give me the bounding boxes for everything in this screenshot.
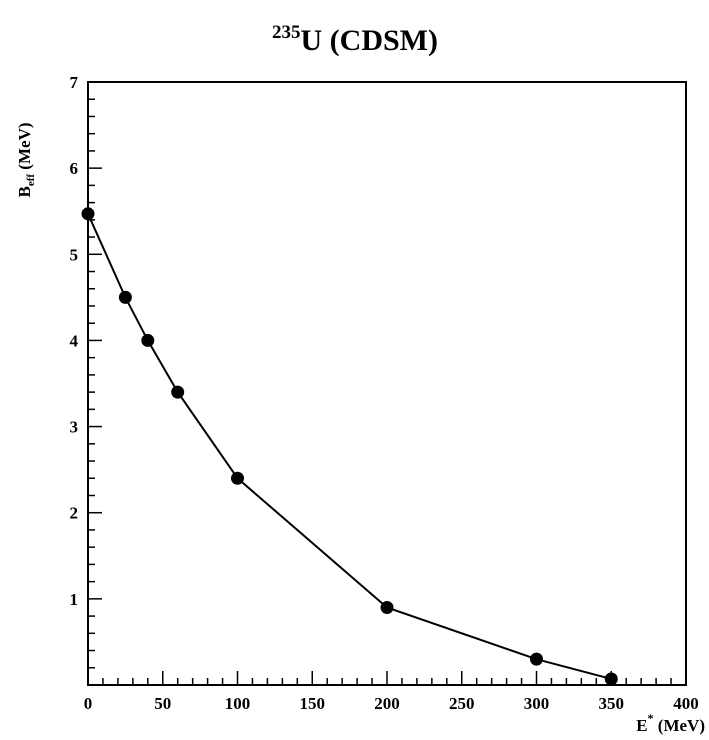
series-layer [81, 207, 618, 686]
y-tick-label: 6 [70, 159, 79, 178]
y-axis-label-units: (MeV) [15, 122, 34, 173]
plot-frame [87, 81, 687, 686]
chart-title: 235U (CDSM) [272, 22, 438, 57]
tick-labels: 0 50 100 150 200 250 300 350 400 1 2 3 4 5 6 7 [70, 73, 699, 713]
data-point [81, 207, 95, 221]
y-tick-label: 4 [70, 331, 79, 350]
x-axis-label-main: E [636, 716, 647, 735]
data-point [380, 600, 394, 614]
y-axis-label: Beff (MeV) [15, 122, 37, 197]
x-tick-label: 200 [374, 694, 400, 713]
series-line [87, 213, 612, 680]
data-point [141, 333, 155, 347]
data-point [530, 652, 543, 666]
x-tick-label: 400 [673, 694, 699, 713]
y-tick-label: 3 [70, 418, 79, 437]
y-axis-label-main: B [15, 186, 34, 197]
x-axis-label-units: (MeV) [654, 716, 705, 735]
y-tick-label: 7 [70, 73, 79, 92]
data-point [171, 385, 185, 399]
axis-ticks [87, 81, 687, 686]
data-point [231, 471, 244, 485]
x-tick-label: 0 [84, 694, 93, 713]
x-tick-label: 250 [449, 694, 475, 713]
x-axis-label: E* (MeV) [636, 711, 705, 735]
x-tick-label: 150 [300, 694, 326, 713]
x-tick-label: 50 [154, 694, 171, 713]
y-axis-label-subscript: eff [25, 174, 37, 187]
data-point [118, 290, 132, 304]
y-tick-label: 5 [70, 245, 79, 264]
x-tick-label: 350 [599, 694, 625, 713]
x-axis-label-superscript: * [648, 711, 654, 725]
y-tick-label: 2 [70, 504, 79, 523]
x-tick-label: 100 [225, 694, 251, 713]
data-point [604, 672, 618, 686]
y-tick-label: 1 [70, 590, 79, 609]
chart-title-main: U (CDSM) [301, 24, 438, 57]
chart-title-superscript: 235 [272, 22, 301, 43]
x-tick-label: 300 [524, 694, 550, 713]
